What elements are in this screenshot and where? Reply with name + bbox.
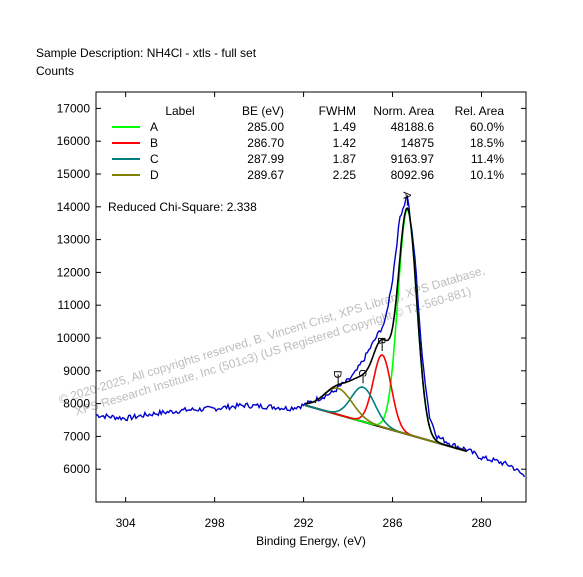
legend-cell: 287.99 bbox=[247, 152, 284, 166]
x-tick-label: 292 bbox=[294, 516, 314, 530]
legend-header: Norm. Area bbox=[373, 104, 434, 118]
legend-cell: 9163.97 bbox=[391, 152, 435, 166]
y-tick-label: 16000 bbox=[57, 134, 91, 148]
plot-frame bbox=[95, 91, 527, 503]
y-tick-label: 12000 bbox=[57, 265, 91, 279]
legend-header: BE (eV) bbox=[242, 104, 284, 118]
legend-header: Label bbox=[165, 104, 194, 118]
x-tick-label: 280 bbox=[472, 516, 492, 530]
series: A B C D bbox=[95, 192, 526, 478]
y-tick-label: 6000 bbox=[63, 462, 90, 476]
watermark-line-2: XPS Research Institute, Inc (501c3) (US … bbox=[73, 284, 473, 418]
legend-cell: 11.4% bbox=[471, 152, 504, 166]
peak-label: A bbox=[400, 192, 412, 200]
legend-header: FWHM bbox=[319, 104, 356, 118]
legend-cell: 289.67 bbox=[247, 168, 284, 182]
y-tick-label: 14000 bbox=[57, 200, 91, 214]
peak-c-line bbox=[304, 386, 467, 452]
peak-label: C bbox=[356, 369, 368, 377]
peak-d-line bbox=[305, 387, 467, 452]
legend-cell: 8092.96 bbox=[391, 168, 435, 182]
watermark-line-1: © 2020-2025, All copyrights reserved, B.… bbox=[57, 263, 486, 406]
legend: Label BE (eV) FWHM Norm. Area Rel. Area A 285.… bbox=[112, 104, 504, 182]
raw-spectrum-line bbox=[95, 194, 526, 478]
legend-header: Rel. Area bbox=[455, 104, 505, 118]
legend-cell: 1.87 bbox=[333, 152, 357, 166]
peak-label: D bbox=[331, 370, 343, 378]
legend-cell: B bbox=[150, 136, 158, 150]
y-axis-label: Counts bbox=[36, 64, 75, 78]
x-axis-title: Binding Energy, (eV) bbox=[256, 534, 366, 548]
y-tick-label: 8000 bbox=[63, 397, 90, 411]
legend-cell: 1.49 bbox=[333, 120, 357, 134]
legend-cell: 286.70 bbox=[247, 136, 284, 150]
chi-square-label: Reduced Chi-Square: 2.338 bbox=[108, 200, 257, 214]
x-tick-label: 298 bbox=[205, 516, 225, 530]
y-tick-label: 11000 bbox=[58, 298, 91, 312]
peak-label: B bbox=[375, 337, 387, 344]
legend-cell: 14875 bbox=[401, 136, 435, 150]
legend-cell: 285.00 bbox=[247, 120, 284, 134]
legend-cell: 60.0% bbox=[470, 120, 504, 134]
peak-b-line bbox=[304, 354, 467, 452]
y-tick-label: 15000 bbox=[57, 167, 91, 181]
legend-cell: D bbox=[150, 168, 159, 182]
copyright-watermark: © 2020-2025, All copyrights reserved, B.… bbox=[57, 263, 486, 418]
legend-cell: 18.5% bbox=[470, 136, 504, 150]
envelope-line bbox=[305, 207, 467, 452]
axes: 6000 7000 8000 9000 10000 11000 12000 13000 1400… bbox=[57, 92, 526, 530]
legend-cell: 2.25 bbox=[333, 168, 357, 182]
y-tick-label: 10000 bbox=[57, 331, 91, 345]
sample-description: Sample Description: NH4Cl - xtls - full … bbox=[36, 46, 257, 60]
legend-cell: A bbox=[150, 120, 158, 134]
legend-cell: 10.1% bbox=[470, 168, 504, 182]
y-tick-label: 13000 bbox=[57, 233, 91, 247]
legend-cell: 48188.6 bbox=[391, 120, 435, 134]
y-tick-label: 17000 bbox=[57, 101, 91, 115]
legend-cell: C bbox=[150, 152, 159, 166]
x-tick-label: 286 bbox=[383, 516, 403, 530]
legend-cell: 1.42 bbox=[333, 136, 357, 150]
x-tick-label: 304 bbox=[116, 516, 136, 530]
y-tick-label: 7000 bbox=[63, 429, 90, 443]
y-tick-label: 9000 bbox=[63, 364, 90, 378]
